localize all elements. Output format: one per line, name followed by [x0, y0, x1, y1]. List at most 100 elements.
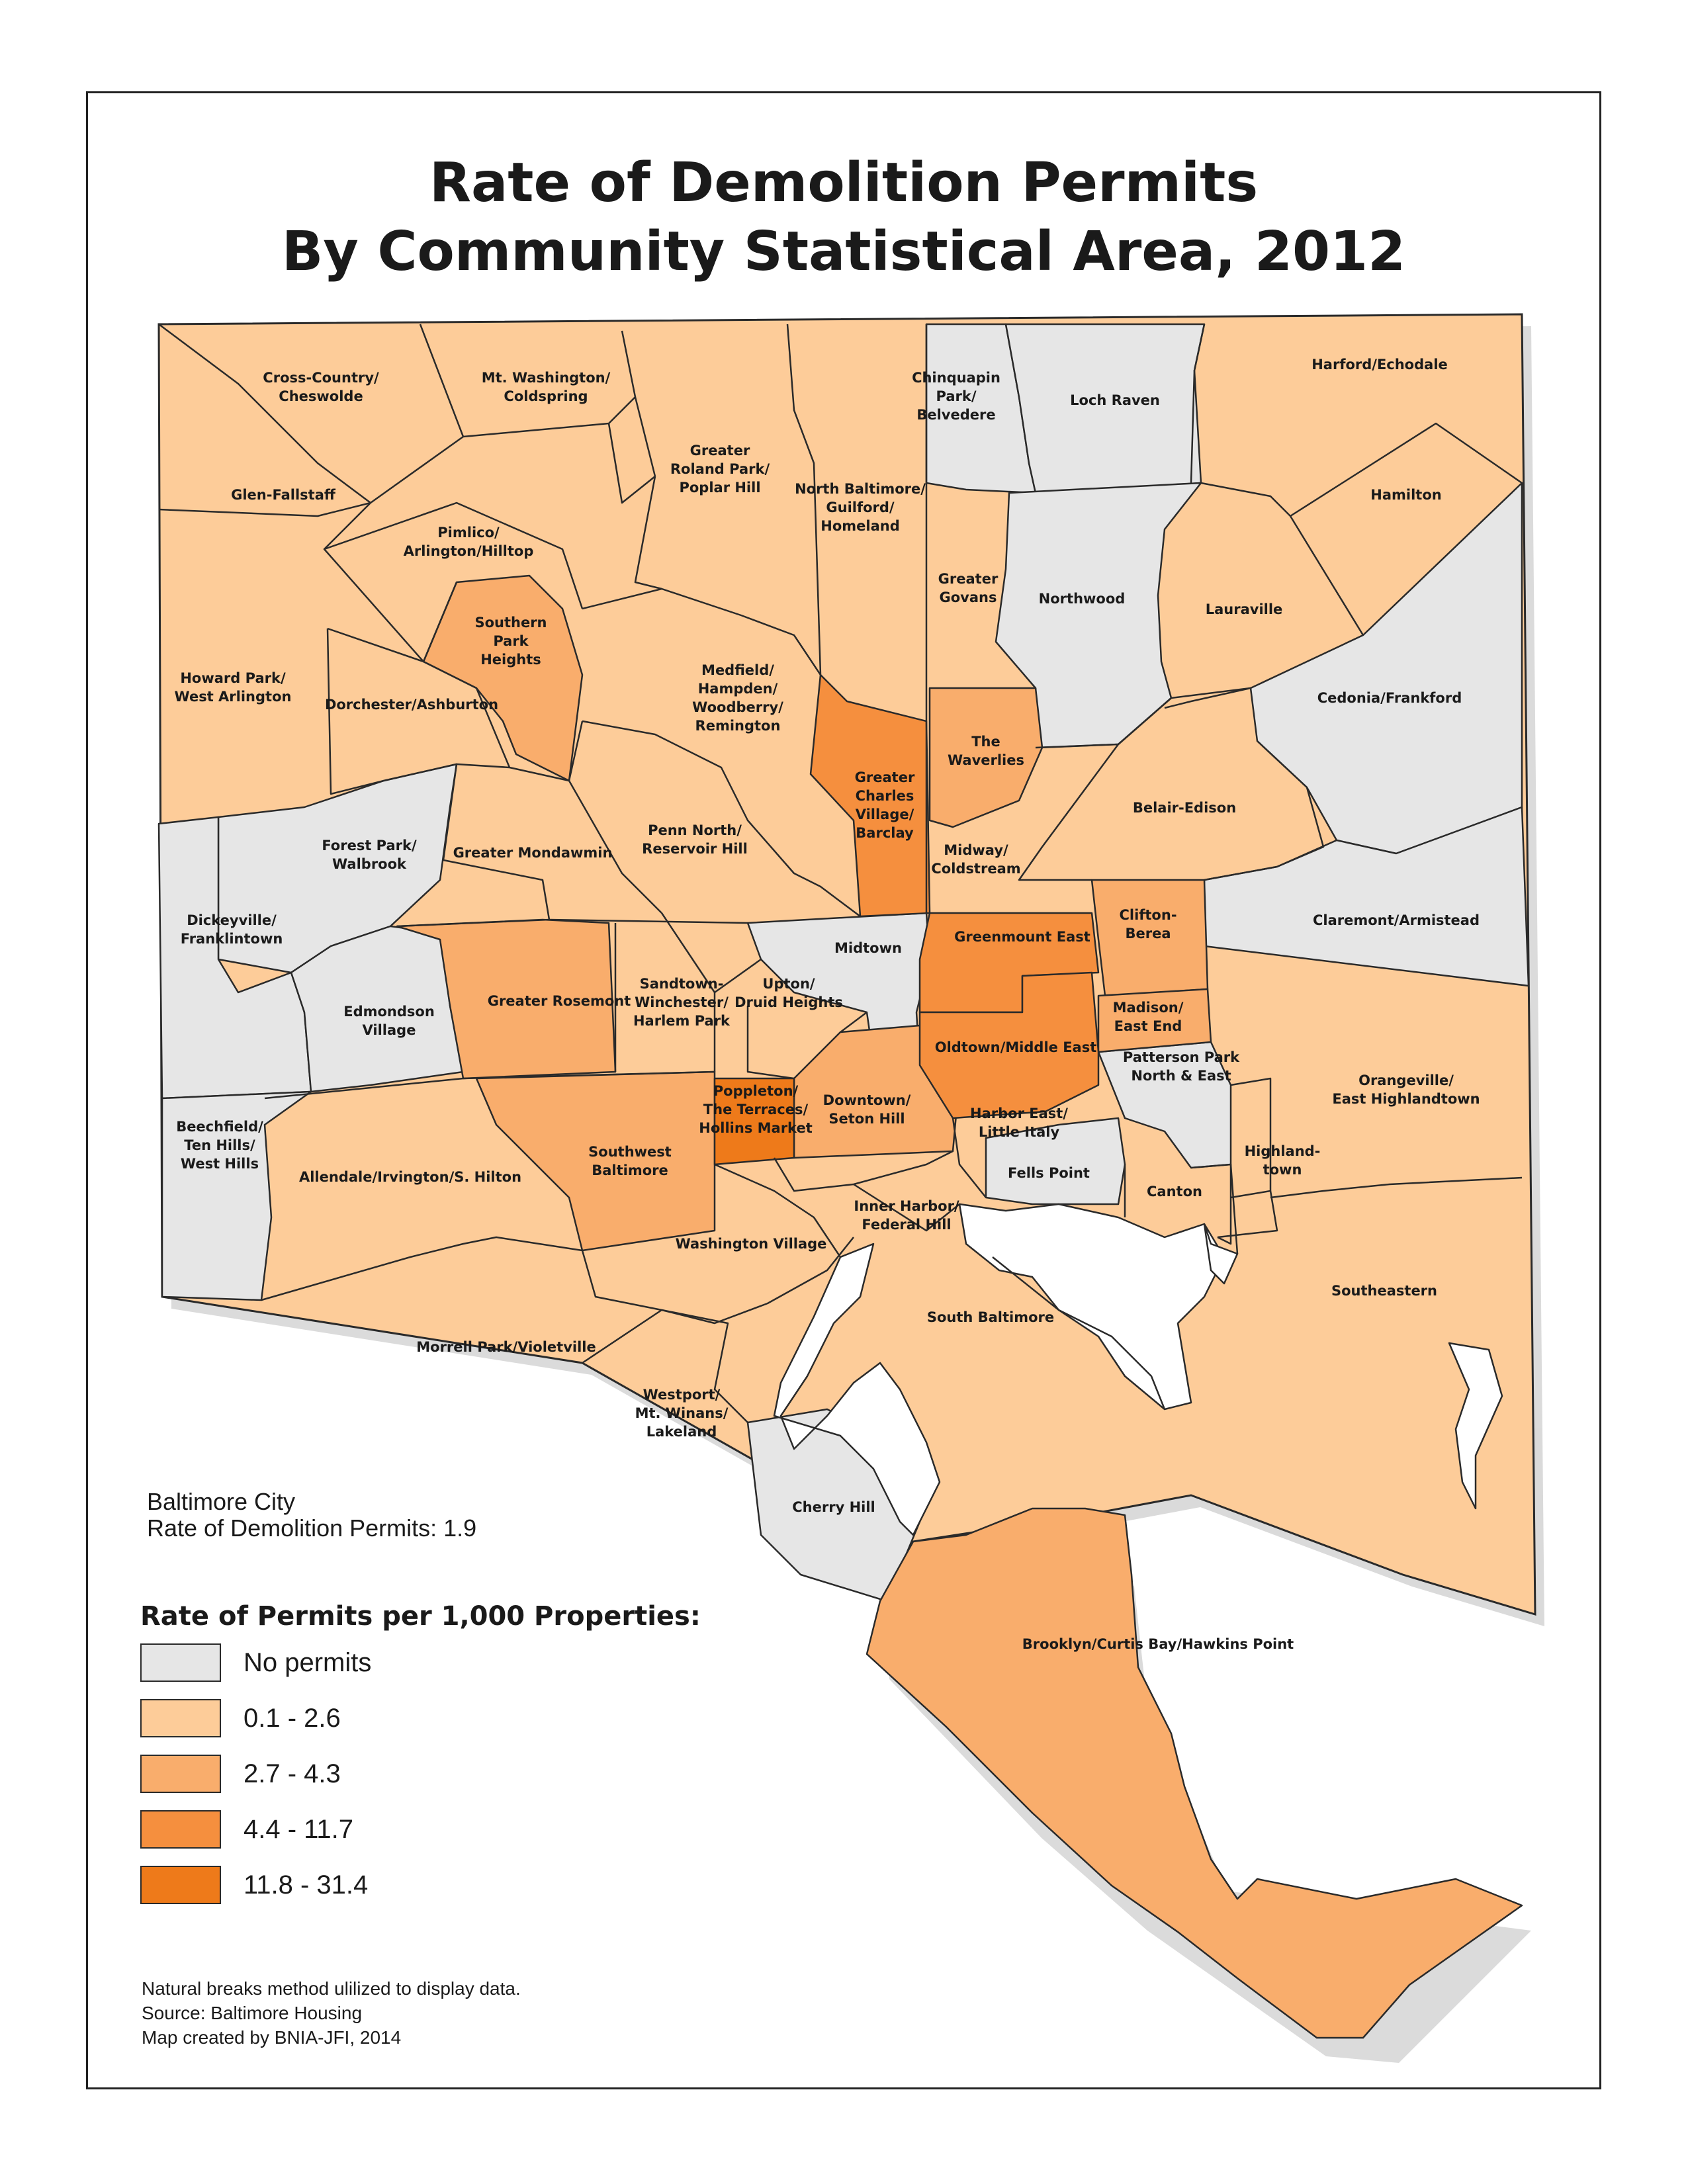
area-label-line: Charles — [856, 788, 914, 804]
area-label-line: Federal Hill — [862, 1217, 951, 1233]
area-label-charles-village: Greater Charles Village/Barclay — [855, 769, 915, 841]
area-label-line: Berea — [1125, 926, 1171, 941]
area-label-pimlico: Pimlico/Arlington/Hilltop — [404, 525, 534, 559]
area-label-medfield: Medfield/Hampden/Woodberry/Remington — [692, 662, 783, 734]
area-label-line: Highland- — [1245, 1143, 1321, 1159]
area-label-line: Madison/ — [1113, 1000, 1184, 1016]
area-label-line: Barclay — [856, 825, 914, 841]
region-charles-village[interactable] — [809, 674, 931, 918]
legend-item-class-3: 4.4 - 11.7 — [140, 1810, 353, 1849]
area-label-line: Southern — [474, 615, 547, 631]
area-label-madison: Madison/East End — [1113, 1000, 1184, 1034]
area-label-southeastern: Southeastern — [1331, 1283, 1437, 1299]
legend-swatch — [140, 1810, 221, 1849]
water-areas — [773, 1203, 1503, 1536]
area-label-line: Patterson Park — [1123, 1049, 1240, 1065]
area-label-line: Canton — [1147, 1184, 1202, 1200]
area-label-line: Poppleton/ — [713, 1083, 799, 1099]
area-label-line: Belair-Edison — [1133, 800, 1236, 816]
area-label-line: Westport/ — [643, 1387, 721, 1403]
area-label-line: Village — [363, 1022, 416, 1038]
area-label-poppleton: Poppleton/The Terraces/Hollins Market — [699, 1083, 812, 1136]
area-label-south-baltimore: South Baltimore — [927, 1309, 1054, 1325]
legend-item-class-1: 0.1 - 2.6 — [140, 1699, 341, 1737]
legend-item-no-permits: No permits — [140, 1643, 371, 1682]
area-label-line: Coldstream — [931, 861, 1020, 877]
legend-label: 4.4 - 11.7 — [244, 1814, 354, 1844]
area-label-line: Clifton- — [1119, 907, 1177, 923]
area-label-fells-point: Fells Point — [1008, 1165, 1090, 1181]
area-label-line: Sandtown- — [640, 976, 724, 992]
area-label-allendale: Allendale/Irvington/S. Hilton — [299, 1169, 521, 1185]
area-label-loch-raven: Loch Raven — [1070, 392, 1160, 408]
region-loch-raven[interactable] — [1004, 323, 1206, 494]
area-label-mt-washington: Mt. Washington/Coldspring — [482, 370, 611, 404]
area-label-orangeville: Orangeville/East Highlandtown — [1332, 1072, 1480, 1107]
legend-swatch — [140, 1866, 221, 1904]
patapsco-middle-branch — [773, 1243, 941, 1536]
area-label-line: Cross-Country/ — [263, 370, 379, 386]
area-label-highlandtown: Highland-town — [1245, 1143, 1321, 1178]
area-label-cedonia: Cedonia/Frankford — [1317, 690, 1462, 706]
map-frame — [86, 91, 1601, 2089]
area-label-line: West Arlington — [175, 689, 292, 705]
area-label-glen-fallstaff: Glen-Fallstaff — [231, 487, 336, 503]
area-label-line: Dorchester/Ashburton — [325, 697, 498, 713]
legend-item-class-4: 11.8 - 31.4 — [140, 1866, 368, 1904]
area-label-line: Woodberry/ — [692, 699, 783, 715]
area-label-line: Loch Raven — [1070, 392, 1160, 408]
area-label-line: Baltimore — [592, 1162, 668, 1178]
area-label-line: Druid Heights — [734, 994, 843, 1010]
area-label-line: Heights — [480, 652, 541, 668]
area-label-line: town — [1263, 1162, 1302, 1178]
area-label-line: Brooklyn/Curtis Bay/Hawkins Point — [1022, 1636, 1294, 1652]
area-label-line: South Baltimore — [927, 1309, 1054, 1325]
area-label-line: Penn North/ — [648, 822, 742, 838]
area-label-line: West Hills — [181, 1156, 259, 1172]
area-label-line: Greenmount East — [954, 929, 1090, 945]
area-label-line: Medfield/ — [701, 662, 774, 678]
region-southern-park[interactable] — [422, 574, 584, 782]
map-title: Rate of Demolition Permits By Community … — [86, 149, 1601, 286]
map-regions — [157, 323, 1530, 2039]
area-label-govans: Greater Govans — [938, 571, 999, 605]
title-line-1: Rate of Demolition Permits — [429, 152, 1259, 214]
area-label-dickeyville: Dickeyville/Franklintown — [181, 912, 283, 947]
area-label-line: Howard Park/ — [180, 670, 286, 686]
region-waverlies[interactable] — [928, 687, 1044, 828]
legend-item-class-2: 2.7 - 4.3 — [140, 1755, 341, 1793]
region-brooklyn[interactable] — [866, 1507, 1523, 2039]
area-label-southern-park: Southern Park Heights — [474, 615, 547, 668]
area-label-line: Hampden/ — [698, 681, 778, 697]
region-poppleton[interactable] — [713, 1077, 795, 1166]
region-oldtown[interactable] — [918, 971, 1100, 1119]
area-label-line: North Baltimore/ — [795, 481, 926, 497]
city-rate: Rate of Demolition Permits: 1.9 — [147, 1514, 477, 1542]
area-label-line: Greater — [938, 571, 999, 587]
region-madison[interactable] — [1097, 988, 1212, 1053]
region-fells-point[interactable] — [985, 1117, 1126, 1205]
area-label-line: Pimlico/ — [437, 525, 500, 541]
area-label-waverlies: The Waverlies — [948, 734, 1024, 768]
area-label-line: Park/ — [936, 388, 977, 404]
map-labels: Cross-Country/Cheswolde Mt. Washington/Co… — [175, 357, 1480, 1652]
area-label-edmondson: Edmondson Village — [343, 1004, 435, 1038]
region-forest-park[interactable] — [217, 763, 458, 974]
area-label-line: Oldtown/Middle East — [935, 1039, 1097, 1055]
area-label-morrell-park: Morrell Park/Violetville — [416, 1339, 596, 1355]
region-beechfield[interactable] — [161, 1090, 312, 1301]
area-label-line: Seton Hill — [828, 1111, 905, 1127]
area-label-washington-village: Washington Village — [676, 1236, 827, 1252]
note-credit: Map created by BNIA-JFI, 2014 — [142, 2027, 402, 2048]
area-label-harford: Harford/Echodale — [1311, 357, 1448, 372]
area-label-southwest: Southwest Baltimore — [588, 1144, 672, 1178]
area-label-line: Edmondson — [343, 1004, 435, 1020]
area-label-roland-park: Greater Roland Park/Poplar Hill — [670, 443, 770, 496]
area-label-line: Franklintown — [181, 931, 283, 947]
area-label-line: Orangeville/ — [1358, 1072, 1454, 1088]
area-label-line: Morrell Park/Violetville — [416, 1339, 596, 1355]
area-label-forest-park: Forest Park/Walbrook — [322, 838, 417, 872]
area-label-line: The — [971, 734, 1000, 750]
area-label-line: Glen-Fallstaff — [231, 487, 336, 503]
area-label-line: East End — [1114, 1018, 1182, 1034]
